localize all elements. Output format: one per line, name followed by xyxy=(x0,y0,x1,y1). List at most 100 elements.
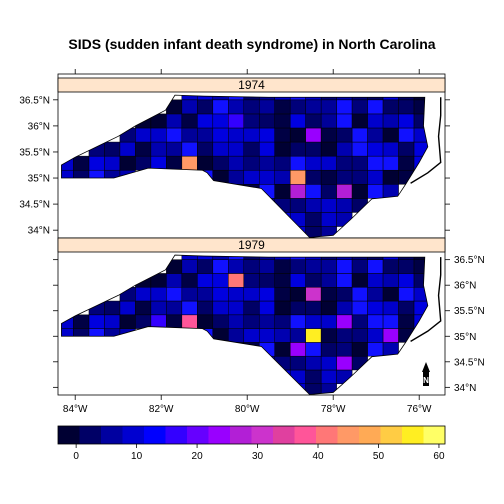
county-1974 xyxy=(73,155,90,171)
county-1979 xyxy=(398,273,415,288)
colorbar-swatch xyxy=(337,426,360,444)
colorbar-swatch xyxy=(251,426,274,444)
county-1979 xyxy=(336,369,353,385)
county-1979 xyxy=(305,259,322,274)
north-arrow-label: N xyxy=(423,376,429,385)
colorbar-swatch xyxy=(208,426,231,444)
county-1974 xyxy=(274,113,291,129)
county-1974 xyxy=(73,169,90,185)
county-1979 xyxy=(336,273,353,288)
colorbar-ticks: 0 10 20 30 40 50 60 xyxy=(73,444,445,462)
county-1974 xyxy=(243,141,260,157)
colorbar-tick-label: 60 xyxy=(433,451,445,462)
county-1974 xyxy=(228,127,245,143)
county-1974 xyxy=(305,99,322,115)
colorbar-tick-label: 40 xyxy=(312,451,324,462)
colorbar-swatch xyxy=(402,426,424,444)
county-1979 xyxy=(243,259,260,274)
county-1979 xyxy=(243,300,260,316)
colorbar-tick-label: 30 xyxy=(252,451,264,462)
y-tick-label-right: 35°N xyxy=(454,332,476,343)
county-1979 xyxy=(289,300,306,316)
county-1974 xyxy=(150,127,167,143)
colorbar-swatch xyxy=(122,426,145,444)
county-1979 xyxy=(398,286,415,302)
county-1979 xyxy=(166,314,183,329)
state-outline-1974 xyxy=(61,94,429,238)
county-1974 xyxy=(258,184,275,199)
county-1974 xyxy=(228,184,245,199)
county-1974 xyxy=(228,113,245,129)
county-1974 xyxy=(243,95,260,101)
county-1974 xyxy=(104,155,121,171)
county-1974 xyxy=(243,184,260,199)
county-1979 xyxy=(73,328,90,343)
county-1979 xyxy=(351,273,368,288)
panel-1979: 1979 xyxy=(57,237,446,396)
county-1979 xyxy=(166,259,183,274)
county-1979 xyxy=(150,286,167,302)
county-1974 xyxy=(150,113,167,129)
county-1979 xyxy=(289,369,306,385)
county-1979 xyxy=(166,273,183,288)
county-1974 xyxy=(212,169,229,185)
county-1979 xyxy=(289,342,306,357)
county-1974 xyxy=(305,198,322,213)
county-1979 xyxy=(212,314,229,329)
county-1979 xyxy=(305,273,322,288)
x-tick-label: 82°W xyxy=(149,404,174,415)
county-1974 xyxy=(212,95,229,101)
county-1979 xyxy=(243,314,260,329)
county-1974 xyxy=(320,99,337,115)
county-1974 xyxy=(181,127,198,143)
county-1979 xyxy=(336,342,353,357)
colorbar xyxy=(57,425,446,445)
county-1979 xyxy=(274,328,291,343)
county-1979 xyxy=(88,328,105,343)
county-1974 xyxy=(336,127,353,143)
y-tick-label-left: 34°N xyxy=(28,226,50,237)
colorbar-swatch xyxy=(380,426,403,444)
county-1979 xyxy=(351,300,368,316)
county-1979 xyxy=(181,314,198,329)
county-1979 xyxy=(367,273,384,288)
county-1979 xyxy=(367,300,384,316)
county-1974 xyxy=(135,127,152,143)
county-1974 xyxy=(367,169,384,185)
county-1979 xyxy=(320,273,337,288)
county-1979 xyxy=(258,286,275,302)
colorbar-swatch xyxy=(79,426,102,444)
county-1979 xyxy=(197,259,214,274)
county-1979 xyxy=(289,355,306,371)
county-1974 xyxy=(320,169,337,185)
county-1979 xyxy=(243,273,260,288)
strip-1979 xyxy=(57,237,446,253)
x-tick-label: 78°W xyxy=(321,404,346,415)
y-tick-label-right: 34°N xyxy=(454,383,476,394)
county-1974 xyxy=(305,169,322,185)
county-1979 xyxy=(336,328,353,343)
county-1974 xyxy=(305,212,322,227)
strip-label-1979: 1979 xyxy=(238,238,265,252)
county-1974 xyxy=(336,141,353,157)
county-1979 xyxy=(336,355,353,371)
county-1979 xyxy=(289,328,306,343)
county-1979 xyxy=(305,300,322,316)
county-1979 xyxy=(212,273,229,288)
county-1979 xyxy=(320,314,337,329)
county-1974 xyxy=(367,99,384,115)
county-1979 xyxy=(320,383,337,395)
y-tick-label-right: 34.5°N xyxy=(454,357,485,368)
county-1979 xyxy=(166,300,183,316)
county-1974 xyxy=(398,99,415,115)
county-1974 xyxy=(382,113,399,129)
county-1979 xyxy=(398,314,415,329)
county-1974 xyxy=(367,113,384,129)
county-1974 xyxy=(243,127,260,143)
y-tick-label-right: 35.5°N xyxy=(454,306,485,317)
county-1979 xyxy=(367,286,384,302)
county-1974 xyxy=(181,141,198,157)
county-1979 xyxy=(61,314,74,329)
county-1974 xyxy=(274,169,291,185)
county-1974 xyxy=(258,127,275,143)
